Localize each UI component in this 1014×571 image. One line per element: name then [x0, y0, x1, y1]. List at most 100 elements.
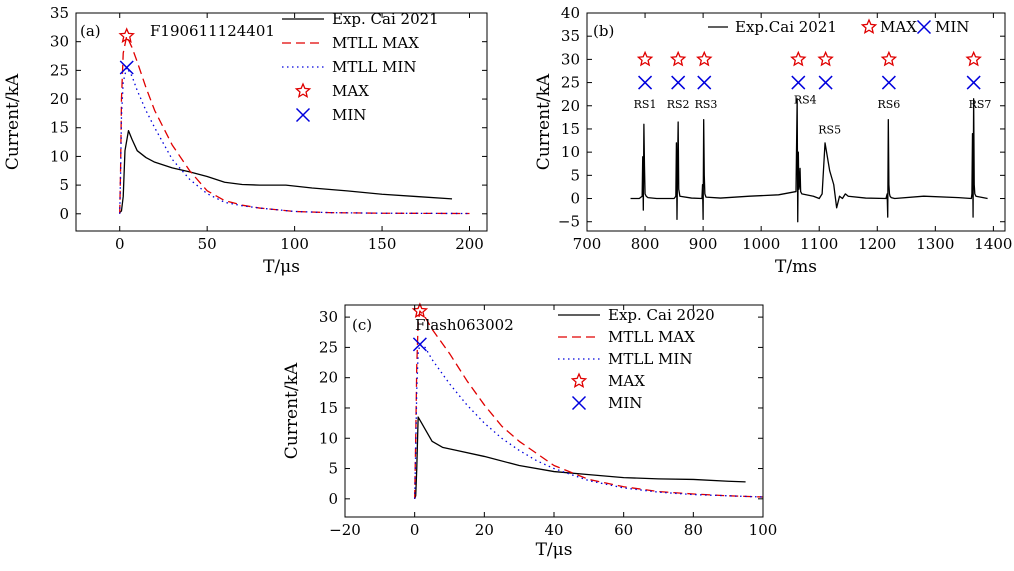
y-tick-label: 5: [59, 176, 69, 194]
legend-label: MTLL MIN: [332, 58, 416, 76]
x-tick-label: 1200: [858, 235, 896, 253]
peak-annotation: RS2: [667, 98, 690, 111]
y-tick-label: 30: [50, 33, 69, 51]
y-tick-label: 15: [319, 399, 338, 417]
x-tick-label: 80: [684, 521, 703, 539]
marker-min-4: [818, 75, 833, 90]
peak-annotation: RS1: [634, 98, 657, 111]
peak-annotation: RS7: [969, 98, 992, 111]
series-line-mtll-min: [119, 66, 470, 215]
legend-label: MTLL MAX: [332, 34, 419, 52]
legend-marker: [570, 372, 588, 389]
y-tick-label: 20: [319, 369, 338, 387]
panel-annotation: Flash063002: [415, 316, 514, 334]
series-line-mtll-max: [119, 35, 470, 215]
legend-marker: [294, 82, 312, 99]
y-axis-label: Current/kA: [282, 362, 302, 459]
legend-marker: [295, 107, 311, 123]
series-line-mtll-min: [414, 343, 763, 499]
legend-label: MAX: [880, 18, 917, 36]
x-axis-label: T/μs: [263, 257, 300, 277]
y-tick-label: 0: [328, 490, 338, 508]
y-tick-label: 25: [561, 74, 580, 92]
y-tick-label: 35: [50, 4, 69, 22]
plot-frame: [586, 12, 1006, 232]
marker-max-0: [411, 302, 429, 319]
y-tick-label: 10: [319, 429, 338, 447]
legend: Exp.Cai 2021 MAX MIN: [708, 18, 969, 36]
marker-max-0: [118, 27, 135, 43]
x-axis-label: T/μs: [536, 540, 573, 560]
y-axis-label: Current/kA: [3, 73, 23, 170]
x-tick-label: 40: [544, 521, 563, 539]
y-tick-label: 25: [50, 61, 69, 79]
x-tick-label: 100: [749, 521, 778, 539]
x-tick-label: 900: [689, 235, 718, 253]
y-tick-label: −5: [558, 213, 580, 231]
peak-annotation: RS5: [818, 124, 841, 137]
marker-min-0: [412, 337, 427, 352]
legend: Exp. Cai 2021 MTLL MAX MTLL MIN MAX MIN: [282, 10, 439, 124]
marker-max-2: [696, 50, 713, 67]
legend-marker: [916, 19, 932, 35]
chart-panel-a: 0 50 100 150 200 0 5 10 15 20 25 30 35 T/μs Current/kA…: [3, 4, 488, 277]
series-line-exp-cai-2020: [414, 416, 746, 500]
chart-panel-c: −20 0 20 40 60 80 100 0 5 10 15 20 25 30 T/μs Current/k…: [282, 302, 778, 560]
x-tick-label: 200: [455, 235, 484, 253]
x-tick-label: 150: [368, 235, 397, 253]
marker-min-1: [671, 75, 686, 90]
y-tick-label: 5: [570, 166, 580, 184]
legend-label: Exp. Cai 2021: [332, 10, 439, 28]
legend-label: MTLL MIN: [608, 350, 692, 368]
legend: Exp. Cai 2020 MTLL MAX MTLL MIN MAX MIN: [558, 306, 715, 412]
y-tick-label: 0: [59, 205, 69, 223]
x-tick-label: −20: [329, 521, 361, 539]
legend-label: Exp. Cai 2020: [608, 306, 715, 324]
y-axis-label: Current/kA: [534, 73, 554, 170]
x-tick-label: 50: [198, 235, 217, 253]
y-tick-label: 20: [561, 97, 580, 115]
peak-annotation: RS3: [695, 98, 718, 111]
y-tick-label: 5: [328, 460, 338, 478]
x-tick-label: 800: [631, 235, 660, 253]
legend-label: MTLL MAX: [608, 328, 695, 346]
y-tick-label: 10: [561, 143, 580, 161]
peak-annotation: RS6: [877, 98, 900, 111]
marker-max-5: [880, 50, 898, 67]
plot-frame: [344, 304, 764, 518]
panel-label: (a): [80, 22, 101, 40]
x-axis-label: T/ms: [775, 257, 817, 277]
marker-max-6: [965, 50, 982, 67]
marker-min-3: [791, 75, 806, 90]
plot-frame: [75, 12, 488, 232]
x-tick-label: 1400: [974, 235, 1012, 253]
x-tick-label: 100: [280, 235, 309, 253]
panel-annotation: F190611124401: [150, 22, 275, 40]
legend-label: Exp.Cai 2021: [735, 18, 837, 36]
x-tick-label: 1300: [916, 235, 954, 253]
y-tick-label: 15: [50, 119, 69, 137]
marker-min-0: [119, 60, 134, 75]
y-tick-label: 35: [561, 27, 580, 45]
marker-min-6: [966, 75, 981, 90]
y-tick-label: 30: [561, 50, 580, 68]
legend-marker: [860, 18, 878, 35]
x-tick-label: 60: [614, 521, 633, 539]
marker-max-3: [790, 50, 807, 67]
y-tick-label: 40: [561, 4, 580, 22]
marker-min-2: [697, 75, 712, 90]
marker-min-5: [881, 75, 896, 90]
chart-panel-b: 700 800 900 1000 1100 1200 1300 1400 −5 0 5 10 15 20 2…: [534, 4, 1012, 277]
panel-label: (c): [352, 316, 372, 334]
marker-min-0: [638, 75, 653, 90]
legend-marker: [571, 395, 587, 411]
x-tick-label: 1000: [742, 235, 780, 253]
x-tick-label: 0: [410, 521, 420, 539]
legend-label: MIN: [608, 394, 642, 412]
series-line-exp-cai-2021: [119, 129, 453, 214]
y-tick-label: 15: [561, 120, 580, 138]
marker-max-0: [636, 50, 654, 67]
x-tick-label: 700: [573, 235, 602, 253]
x-tick-label: 1100: [800, 235, 838, 253]
